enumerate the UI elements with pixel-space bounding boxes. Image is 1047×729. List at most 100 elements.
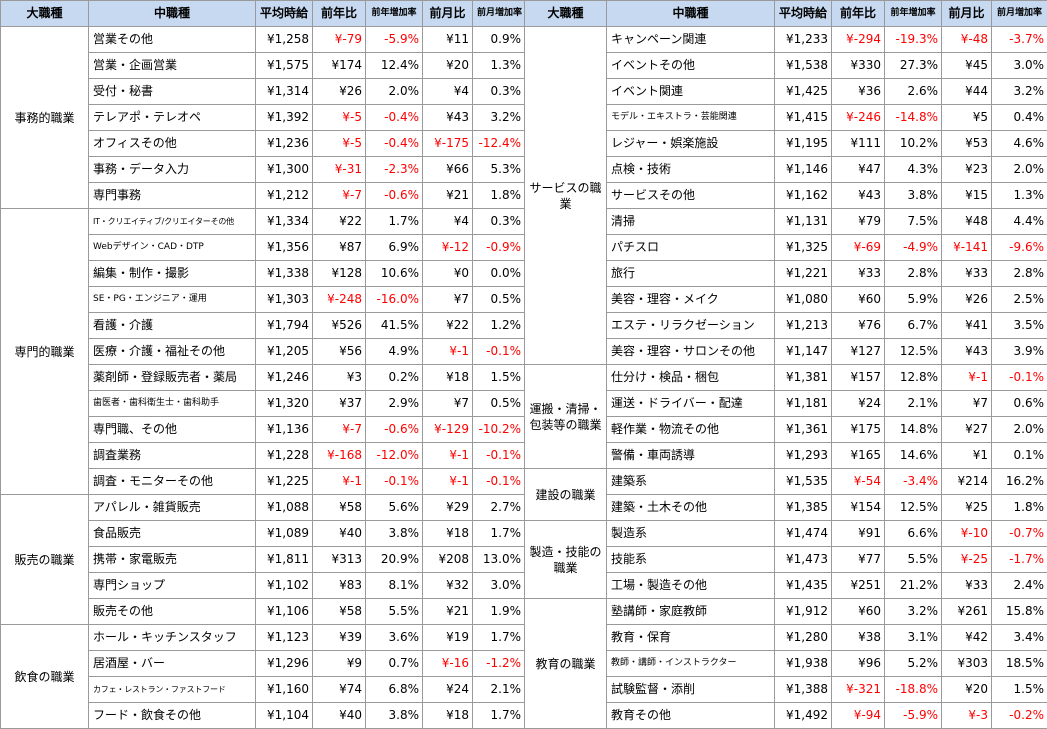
cell-yoy: ¥526 <box>313 313 366 339</box>
header-mom: 前月比 <box>423 1 473 27</box>
cell-mid: サービスその他 <box>607 183 775 209</box>
cell-mid: 医療・介護・福祉その他 <box>89 339 256 365</box>
cell-mom-rate: 0.5% <box>473 287 525 313</box>
cell-yoy: ¥77 <box>832 547 885 573</box>
cell-yoy: ¥37 <box>313 391 366 417</box>
cell-avg: ¥1,296 <box>256 651 313 677</box>
cell-avg: ¥1,303 <box>256 287 313 313</box>
cell-mom-rate: 0.4% <box>992 105 1047 131</box>
cell-mom: ¥20 <box>423 53 473 79</box>
major-category-cell: 運搬・清掃・包装等の職業 <box>525 365 607 469</box>
cell-mom-rate: -12.4% <box>473 131 525 157</box>
cell-mom: ¥-12 <box>423 235 473 261</box>
cell-avg: ¥1,089 <box>256 521 313 547</box>
cell-mom-rate: 2.8% <box>992 261 1047 287</box>
cell-mid: 軽作業・物流その他 <box>607 417 775 443</box>
cell-avg: ¥1,236 <box>256 131 313 157</box>
cell-yoy-rate: 6.6% <box>885 521 942 547</box>
cell-yoy: ¥174 <box>313 53 366 79</box>
cell-yoy-rate: 12.8% <box>885 365 942 391</box>
cell-mom: ¥45 <box>942 53 992 79</box>
cell-mom-rate: -0.2% <box>992 703 1047 729</box>
cell-yoy-rate: 10.6% <box>366 261 423 287</box>
cell-mom-rate: 16.2% <box>992 469 1047 495</box>
cell-mid: 美容・理容・サロンその他 <box>607 339 775 365</box>
header-yoy: 前年比 <box>313 1 366 27</box>
cell-mom-rate: 1.3% <box>992 183 1047 209</box>
cell-mom-rate: 1.7% <box>473 703 525 729</box>
cell-yoy-rate: 6.7% <box>885 313 942 339</box>
cell-avg: ¥1,338 <box>256 261 313 287</box>
cell-mom-rate: -3.7% <box>992 27 1047 53</box>
cell-yoy-rate: 21.2% <box>885 573 942 599</box>
cell-yoy-rate: 2.6% <box>885 79 942 105</box>
cell-mom: ¥4 <box>423 79 473 105</box>
cell-mid: 販売その他 <box>89 599 256 625</box>
cell-yoy: ¥127 <box>832 339 885 365</box>
cell-yoy-rate: 12.5% <box>885 495 942 521</box>
cell-avg: ¥1,123 <box>256 625 313 651</box>
cell-mom: ¥18 <box>423 521 473 547</box>
cell-mid: キャンペーン関連 <box>607 27 775 53</box>
cell-mid: 清掃 <box>607 209 775 235</box>
header-major: 大職種 <box>1 1 89 27</box>
cell-avg: ¥1,088 <box>256 495 313 521</box>
cell-yoy: ¥-168 <box>313 443 366 469</box>
cell-yoy: ¥24 <box>832 391 885 417</box>
cell-yoy: ¥-7 <box>313 417 366 443</box>
cell-mid: 仕分け・検品・梱包 <box>607 365 775 391</box>
cell-mid: IT・クリエイティブ/クリエイターその他 <box>89 209 256 235</box>
cell-yoy: ¥-246 <box>832 105 885 131</box>
cell-yoy-rate: 27.3% <box>885 53 942 79</box>
cell-avg: ¥1,131 <box>775 209 832 235</box>
cell-avg: ¥1,213 <box>775 313 832 339</box>
wage-table-left: 大職種 中職種 平均時給 前年比 前年増加率 前月比 前月増加率 事務的職業営業… <box>0 0 525 729</box>
cell-mid: 専門職、その他 <box>89 417 256 443</box>
cell-yoy: ¥-5 <box>313 105 366 131</box>
header-mom-rate: 前月増加率 <box>992 1 1047 27</box>
cell-mom: ¥20 <box>942 677 992 703</box>
cell-yoy-rate: 3.6% <box>366 625 423 651</box>
cell-yoy-rate: 12.4% <box>366 53 423 79</box>
header-mid: 中職種 <box>607 1 775 27</box>
header-mom-rate: 前月増加率 <box>473 1 525 27</box>
cell-yoy: ¥36 <box>832 79 885 105</box>
cell-mid: 薬剤師・登録販売者・薬局 <box>89 365 256 391</box>
cell-mid: 警備・車両誘導 <box>607 443 775 469</box>
major-category-cell: 製造・技能の職業 <box>525 521 607 599</box>
cell-mom: ¥11 <box>423 27 473 53</box>
cell-yoy: ¥-79 <box>313 27 366 53</box>
cell-yoy-rate: -19.3% <box>885 27 942 53</box>
cell-yoy-rate: 6.8% <box>366 677 423 703</box>
cell-mom: ¥-175 <box>423 131 473 157</box>
cell-yoy: ¥39 <box>313 625 366 651</box>
header-major: 大職種 <box>525 1 607 27</box>
cell-avg: ¥1,106 <box>256 599 313 625</box>
cell-mom-rate: 0.9% <box>473 27 525 53</box>
cell-yoy: ¥87 <box>313 235 366 261</box>
cell-mom-rate: 0.6% <box>992 391 1047 417</box>
cell-avg: ¥1,912 <box>775 599 832 625</box>
cell-yoy-rate: 2.1% <box>885 391 942 417</box>
cell-mom: ¥27 <box>942 417 992 443</box>
header-mom: 前月比 <box>942 1 992 27</box>
cell-mom-rate: 1.2% <box>473 313 525 339</box>
cell-avg: ¥1,385 <box>775 495 832 521</box>
cell-avg: ¥1,221 <box>775 261 832 287</box>
cell-mom: ¥-1 <box>423 469 473 495</box>
cell-yoy: ¥79 <box>832 209 885 235</box>
cell-avg: ¥1,535 <box>775 469 832 495</box>
cell-mom-rate: 3.4% <box>992 625 1047 651</box>
cell-mom-rate: 1.9% <box>473 599 525 625</box>
cell-mid: 塾講師・家庭教師 <box>607 599 775 625</box>
cell-mid: 食品販売 <box>89 521 256 547</box>
cell-mom: ¥66 <box>423 157 473 183</box>
cell-mom-rate: 1.5% <box>992 677 1047 703</box>
header-row: 大職種 中職種 平均時給 前年比 前年増加率 前月比 前月増加率 <box>525 1 1047 27</box>
cell-yoy: ¥91 <box>832 521 885 547</box>
cell-mom-rate: -10.2% <box>473 417 525 443</box>
cell-yoy-rate: 3.1% <box>885 625 942 651</box>
cell-mom-rate: 3.2% <box>992 79 1047 105</box>
cell-avg: ¥1,147 <box>775 339 832 365</box>
